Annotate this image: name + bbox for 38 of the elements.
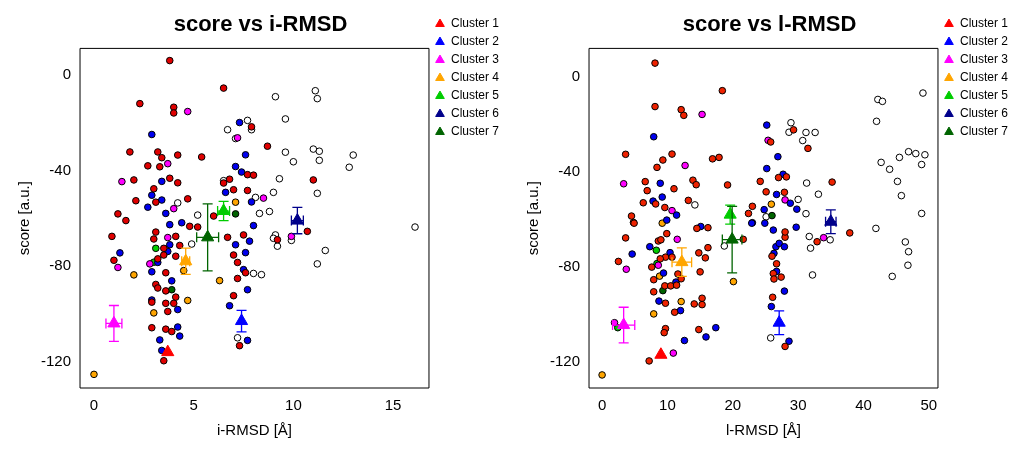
legend-label: Cluster 3 xyxy=(450,52,500,67)
legend-label: Cluster 5 xyxy=(450,88,500,103)
y-tick-label: -40 xyxy=(558,162,581,180)
x-tick-label: 0 xyxy=(597,396,607,414)
x-tick-label: 10 xyxy=(659,396,676,414)
x-tick-label: 15 xyxy=(384,396,402,414)
legend-label: Cluster 6 xyxy=(959,106,1009,121)
legend-label: Cluster 7 xyxy=(959,124,1009,139)
x-tick-label: 0 xyxy=(89,396,99,414)
x-tick-label: 50 xyxy=(920,396,938,414)
y-tick-label: -80 xyxy=(558,257,581,275)
y-axis-title: score [a.u.] xyxy=(524,181,542,256)
chart-title: score vs l-RMSD xyxy=(682,11,857,37)
legend-label: Cluster 2 xyxy=(450,34,500,49)
y-tick-label: 0 xyxy=(62,64,72,82)
y-axis-title: score [a.u.] xyxy=(15,181,33,256)
y-tick-label: -120 xyxy=(40,351,72,369)
x-axis-title: i-RMSD [Å] xyxy=(217,421,292,439)
x-tick-label: 20 xyxy=(724,396,742,414)
legend-label: Cluster 6 xyxy=(450,106,500,121)
x-tick-label: 30 xyxy=(789,396,807,414)
legend-label: Cluster 5 xyxy=(959,88,1009,103)
y-tick-label: -40 xyxy=(49,160,72,178)
legend-label: Cluster 3 xyxy=(959,52,1009,67)
legend-label: Cluster 7 xyxy=(450,124,500,139)
chart-title: score vs i-RMSD xyxy=(173,11,348,37)
y-tick-label: -120 xyxy=(549,352,581,370)
y-tick-label: -80 xyxy=(49,256,72,274)
legend-label: Cluster 4 xyxy=(959,70,1009,85)
x-tick-label: 10 xyxy=(285,396,302,414)
legend-label: Cluster 4 xyxy=(450,70,500,85)
x-tick-label: 40 xyxy=(855,396,872,414)
y-tick-label: 0 xyxy=(571,67,581,85)
legend-label: Cluster 2 xyxy=(959,34,1009,49)
legend-label: Cluster 1 xyxy=(959,16,1009,31)
x-axis-title: l-RMSD [Å] xyxy=(726,421,801,439)
legend-label: Cluster 1 xyxy=(450,16,500,31)
x-tick-label: 5 xyxy=(189,396,198,414)
